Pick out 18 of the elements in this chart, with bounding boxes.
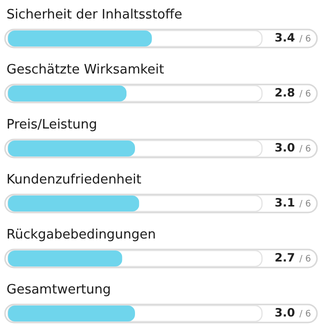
- data-label: 3.1: [274, 196, 295, 210]
- y-tick-label: Preis/Leistung: [6, 118, 98, 132]
- data-label: 2.8: [274, 86, 295, 100]
- data-label: 3.0: [274, 140, 295, 154]
- y-tick-label: Geschätzte Wirksamkeit: [6, 62, 164, 78]
- y-tick-label: Rückgabebedingungen: [6, 228, 156, 242]
- data-label: 2.7: [274, 250, 295, 264]
- text: / 6: [299, 144, 312, 154]
- text: / 6: [299, 310, 312, 320]
- data-label: 3.0: [274, 306, 295, 320]
- text: / 6: [299, 90, 312, 100]
- text: / 6: [299, 254, 312, 264]
- y-tick-label: Gesamtwertung: [6, 282, 111, 298]
- text: / 6: [299, 34, 312, 44]
- y-tick-label: Sicherheit der Inhaltsstoffe: [6, 8, 182, 22]
- y-tick-label: Kundenzufriedenheit: [6, 172, 142, 188]
- data-label: 3.4: [274, 30, 295, 44]
- text: / 6: [299, 200, 312, 210]
